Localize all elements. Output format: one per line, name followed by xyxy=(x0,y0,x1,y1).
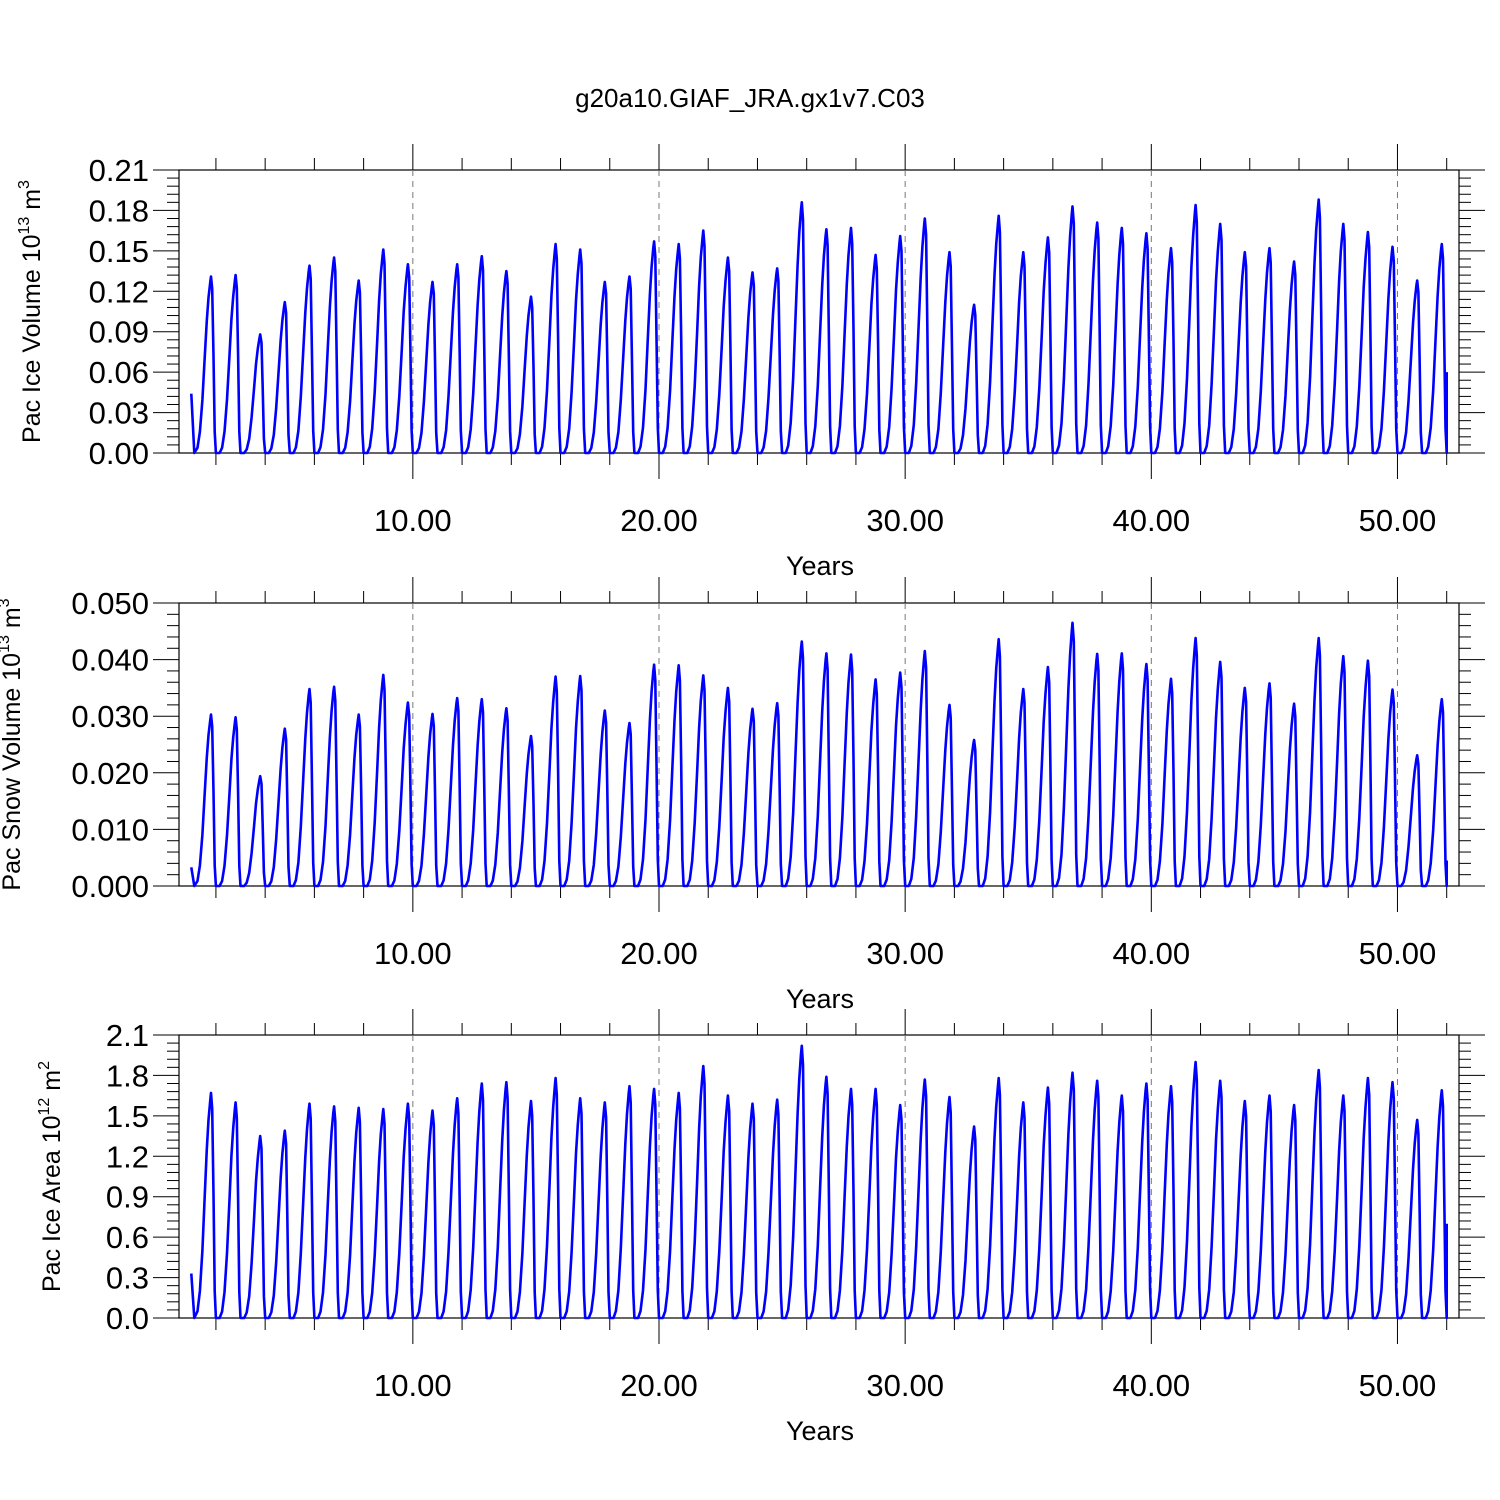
x-tick-label: 30.00 xyxy=(866,936,944,971)
plot-frame xyxy=(178,602,1460,887)
x-axis-label: Years xyxy=(786,1416,854,1446)
x-tick-label: 20.00 xyxy=(620,1368,698,1403)
y-axis-label: Pac Ice Area 1012 m2 xyxy=(36,1061,66,1292)
plot-frame xyxy=(178,169,1460,454)
y-tick-label: 0.030 xyxy=(71,699,149,734)
x-tick-label: 10.00 xyxy=(374,936,452,971)
chart-panel-2: 0.000 0.010 0.020 0.030 0.040 0.050 10.00 20.00… xyxy=(0,577,1485,1014)
chart-title: g20a10.GIAF_JRA.gx1v7.C03 xyxy=(575,83,925,113)
y-tick-label: 0.3 xyxy=(106,1261,149,1296)
y-tick-label: 1.5 xyxy=(106,1099,149,1134)
series-line xyxy=(190,621,1448,888)
y-tick-label: 0.06 xyxy=(89,355,149,390)
y-tick-label: 0.000 xyxy=(71,869,149,904)
y-tick-label: 0.15 xyxy=(89,234,149,269)
y-tick-label: 1.8 xyxy=(106,1058,149,1093)
x-tick-label: 50.00 xyxy=(1359,1368,1437,1403)
x-tick-label: 40.00 xyxy=(1113,1368,1191,1403)
x-axis-label: Years xyxy=(786,551,854,581)
x-tick-label: 20.00 xyxy=(620,503,698,538)
x-tick-label: 10.00 xyxy=(374,1368,452,1403)
y-tick-label: 0.09 xyxy=(89,315,149,350)
y-tick-label: 0.9 xyxy=(106,1180,149,1215)
y-tick-label: 2.1 xyxy=(106,1018,149,1053)
x-tick-label: 50.00 xyxy=(1359,936,1437,971)
x-axis-label: Years xyxy=(786,984,854,1014)
y-tick-label: 0.6 xyxy=(106,1220,149,1255)
chart-panel-1: 0.00 0.03 0.06 0.09 0.12 0.15 0.18 0.21 10.00 20.… xyxy=(16,144,1485,581)
x-tick-label: 30.00 xyxy=(866,1368,944,1403)
chart-panel-3: 0.0 0.3 0.6 0.9 1.2 1.5 1.8 2.1 10.00 20.00 30.00 4… xyxy=(36,1009,1485,1446)
x-tick-label: 30.00 xyxy=(866,503,944,538)
series-line xyxy=(190,198,1448,455)
y-tick-label: 1.2 xyxy=(106,1139,149,1174)
plot-frame xyxy=(178,1034,1460,1319)
y-tick-label: 0.03 xyxy=(89,396,149,431)
y-axis-label: Pac Ice Volume 1013 m3 xyxy=(16,180,46,443)
x-tick-label: 40.00 xyxy=(1113,936,1191,971)
y-tick-label: 0.040 xyxy=(71,643,149,678)
x-tick-label: 10.00 xyxy=(374,503,452,538)
y-tick-label: 0.050 xyxy=(71,586,149,621)
y-tick-label: 0.18 xyxy=(89,193,149,228)
x-tick-label: 50.00 xyxy=(1359,503,1437,538)
y-tick-label: 0.0 xyxy=(106,1301,149,1336)
y-tick-label: 0.020 xyxy=(71,756,149,791)
y-tick-label: 0.12 xyxy=(89,274,149,309)
y-tick-label: 0.00 xyxy=(89,436,149,471)
x-tick-label: 20.00 xyxy=(620,936,698,971)
x-tick-label: 40.00 xyxy=(1113,503,1191,538)
series-line xyxy=(190,1044,1448,1320)
y-tick-label: 0.010 xyxy=(71,812,149,847)
y-axis-label: Pac Snow Volume 1013 m3 xyxy=(0,598,26,890)
y-tick-label: 0.21 xyxy=(89,153,149,188)
